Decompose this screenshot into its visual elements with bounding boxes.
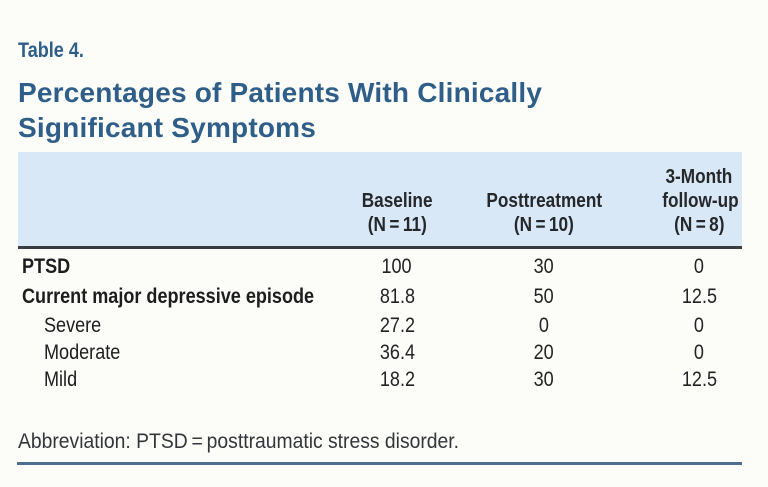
page-title: Percentages of Patients With Clinically … [18, 75, 718, 145]
column-header-followup-line2: follow-up [662, 190, 739, 212]
column-header-baseline-n: (N = 11) [367, 214, 427, 236]
table-row: Mild 18.2 30 12.5 [18, 366, 742, 393]
column-header-followup-line1: 3-Month [665, 166, 733, 188]
table-header-band: Baseline (N = 11) Posttreatment (N = 10)… [18, 152, 742, 246]
row-label: Current major depressive episode [22, 285, 315, 308]
row-label: Severe [44, 314, 102, 337]
cell-value: 50 [533, 285, 555, 308]
cell-value: 100 [381, 255, 413, 278]
row-label: PTSD [22, 255, 71, 278]
cell-value: 12.5 [681, 367, 717, 391]
column-header-baseline: Baseline (N = 11) [326, 189, 468, 246]
table-row: Current major depressive episode 81.8 50… [18, 282, 742, 312]
column-header-posttreatment-n: (N = 10) [514, 214, 574, 236]
column-header-posttreatment: Posttreatment (N = 10) [468, 189, 620, 246]
cell-value: 81.8 [379, 285, 415, 308]
cell-value: 18.2 [379, 367, 415, 391]
bottom-divider-rule [17, 462, 742, 465]
cell-value: 27.2 [379, 314, 415, 337]
cell-value: 0 [538, 314, 550, 337]
cell-value: 0 [693, 341, 705, 364]
table-row: Moderate 36.4 20 0 [18, 340, 742, 366]
table-row: PTSD 100 30 0 [18, 252, 742, 282]
column-header-followup: 3-Month follow-up (N = 8) [620, 165, 742, 246]
row-label: Moderate [44, 341, 121, 364]
page-title-line-1: Percentages of Patients With Clinically [18, 77, 543, 108]
column-header-followup-n: (N = 8) [673, 214, 725, 236]
cell-value: 0 [693, 255, 705, 278]
cell-value: 0 [693, 314, 705, 337]
data-table: Baseline (N = 11) Posttreatment (N = 10)… [18, 152, 742, 393]
cell-value: 36.4 [379, 341, 415, 364]
table-label: Table 4. [18, 40, 95, 62]
page-title-line-2: Significant Symptoms [18, 112, 317, 143]
abbreviation-footnote: Abbreviation: PTSD = posttraumatic stres… [18, 430, 460, 453]
column-header-baseline-line1: Baseline [361, 190, 433, 212]
cell-value: 20 [533, 341, 555, 364]
cell-value: 30 [533, 367, 555, 391]
cell-value: 12.5 [681, 285, 717, 308]
table-label-text: Table 4. [18, 39, 84, 62]
row-label: Mild [44, 367, 78, 391]
table-row: Severe 27.2 0 0 [18, 312, 742, 340]
column-header-posttreatment-line1: Posttreatment [486, 190, 602, 212]
header-divider-rule [18, 246, 742, 249]
header-spacer [18, 237, 326, 246]
cell-value: 30 [533, 255, 555, 278]
table-body: PTSD 100 30 0 Current major depressive e… [18, 249, 742, 393]
